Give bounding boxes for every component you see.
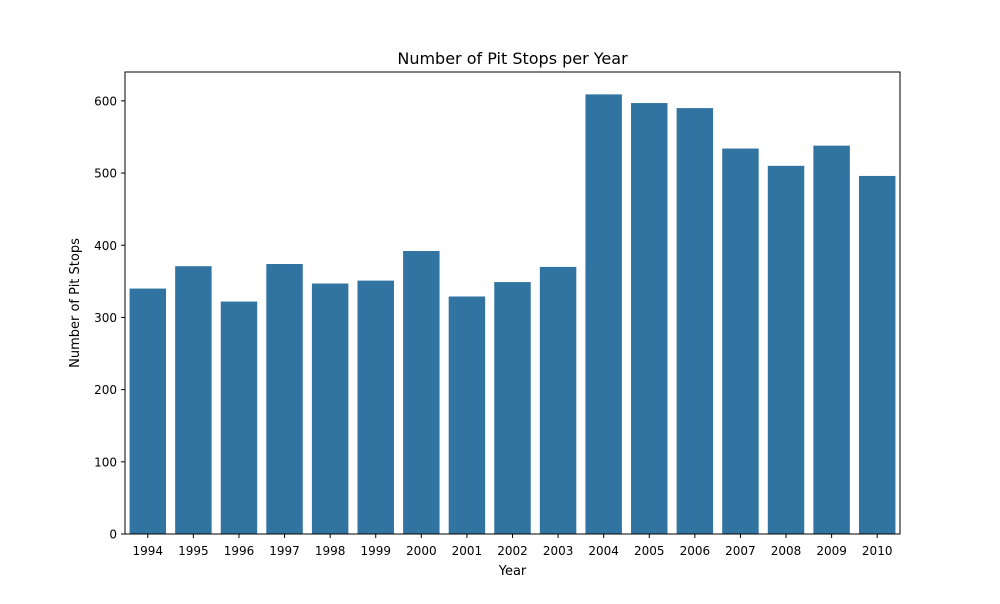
x-tick-label: 1999 bbox=[360, 544, 391, 558]
x-tick-label: 2003 bbox=[543, 544, 574, 558]
x-axis: 1994 1995 1996 1997 1998 1999 2000 2001 2002 2003… bbox=[133, 534, 893, 558]
y-tick-label: 100 bbox=[94, 455, 117, 469]
bar-1998 bbox=[311, 283, 349, 534]
bar-2005 bbox=[631, 103, 668, 534]
bar-1997 bbox=[266, 264, 303, 534]
x-tick-label: 2006 bbox=[680, 544, 711, 558]
chart-title: Number of Pit Stops per Year bbox=[397, 49, 628, 68]
bar-2009 bbox=[813, 145, 850, 534]
y-tick-label: 400 bbox=[94, 239, 117, 253]
x-tick-label: 2001 bbox=[452, 544, 483, 558]
x-tick-label: 2005 bbox=[634, 544, 665, 558]
x-tick-label: 2004 bbox=[588, 544, 619, 558]
bar-1995 bbox=[175, 266, 212, 534]
bar-1999 bbox=[357, 280, 394, 534]
x-tick-label: 1998 bbox=[315, 544, 346, 558]
x-tick-label: 2008 bbox=[771, 544, 802, 558]
bar-2004 bbox=[585, 94, 622, 534]
x-tick-label: 1996 bbox=[224, 544, 255, 558]
x-tick-label: 1995 bbox=[178, 544, 209, 558]
x-tick-label: 2000 bbox=[406, 544, 437, 558]
bars-layer bbox=[129, 94, 896, 534]
x-tick-label: 2007 bbox=[725, 544, 756, 558]
x-axis-label: Year bbox=[498, 564, 527, 579]
x-tick-label: 2009 bbox=[816, 544, 847, 558]
bar-2001 bbox=[448, 296, 486, 534]
bar-1994 bbox=[129, 288, 167, 534]
y-axis: 0 100 200 300 400 500 600 bbox=[94, 94, 125, 542]
bar-2007 bbox=[722, 148, 759, 534]
y-tick-label: 200 bbox=[94, 383, 117, 397]
x-tick-label: 2010 bbox=[862, 544, 893, 558]
y-tick-label: 0 bbox=[109, 528, 117, 542]
x-tick-label: 1997 bbox=[269, 544, 300, 558]
bar-1996 bbox=[220, 301, 258, 534]
y-axis-label: Number of Pit Stops bbox=[68, 238, 83, 368]
bar-2010 bbox=[858, 175, 896, 534]
plot-frame bbox=[124, 71, 901, 535]
bar-2003 bbox=[539, 266, 577, 534]
y-tick-label: 500 bbox=[94, 167, 117, 181]
bar-2002 bbox=[494, 282, 531, 534]
bar-2000 bbox=[403, 251, 440, 534]
y-tick-label: 600 bbox=[94, 94, 117, 108]
x-tick-label: 1994 bbox=[133, 544, 164, 558]
bar-2006 bbox=[676, 108, 714, 534]
y-tick-label: 300 bbox=[94, 311, 117, 325]
x-tick-label: 2002 bbox=[497, 544, 528, 558]
bar-2008 bbox=[767, 165, 805, 534]
